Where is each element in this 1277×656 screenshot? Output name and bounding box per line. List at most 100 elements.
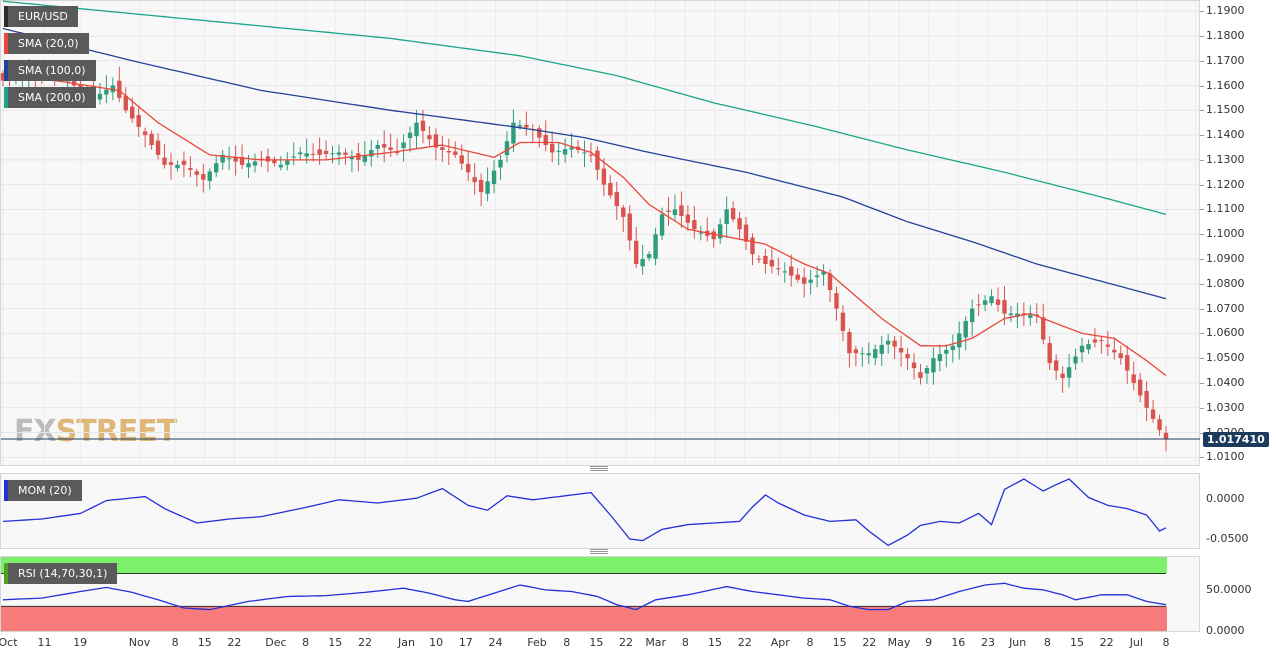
- candle: [769, 247, 775, 274]
- candle-body: [937, 354, 943, 361]
- candle-body: [918, 372, 923, 379]
- resize-handle-main[interactable]: [590, 466, 608, 471]
- momentum-panel[interactable]: [0, 473, 1200, 549]
- candle: [1041, 303, 1046, 345]
- rsi-label[interactable]: RSI (14,70,30,1): [4, 563, 118, 584]
- sma200-label[interactable]: SMA (200,0): [4, 87, 96, 108]
- sma200-line: [2, 0, 1167, 216]
- date-gridlines: [2, 1, 1197, 465]
- date-tick-label: Dec: [265, 636, 287, 649]
- candle: [375, 139, 380, 158]
- candle: [698, 225, 703, 241]
- candle: [440, 135, 445, 163]
- candle-body: [207, 171, 212, 182]
- candle-body: [369, 149, 374, 157]
- candle-body: [614, 192, 620, 207]
- candle: [782, 262, 787, 283]
- candle-body: [440, 147, 445, 150]
- candle-body: [627, 213, 632, 241]
- candle: [214, 155, 219, 177]
- candle: [155, 133, 161, 160]
- mom-label[interactable]: MOM (20): [4, 480, 82, 501]
- rsi-tick-label: 0.0000: [1206, 624, 1245, 637]
- candle-body: [336, 152, 342, 155]
- candle: [640, 244, 645, 275]
- candle-body: [633, 240, 639, 264]
- candle: [491, 159, 497, 194]
- rsi-axis: 50.0000 0.0000: [1200, 556, 1277, 636]
- candle-body: [898, 348, 904, 353]
- candle: [1066, 353, 1072, 388]
- candle-body: [646, 254, 652, 259]
- candle-body: [214, 163, 219, 173]
- candle: [472, 163, 477, 195]
- candle: [317, 137, 322, 165]
- candle-body: [905, 354, 910, 359]
- candle-body: [1002, 300, 1007, 314]
- candle: [750, 233, 755, 266]
- candle: [1118, 345, 1123, 365]
- price-tick-mark: [1200, 209, 1204, 211]
- candle-body: [1073, 356, 1078, 364]
- candle-body: [349, 157, 355, 160]
- candle-body: [466, 163, 471, 173]
- candle-body: [931, 358, 936, 373]
- candle-body: [1041, 317, 1046, 340]
- price-tick-mark: [1200, 159, 1204, 161]
- date-tick-label: 23: [980, 636, 995, 649]
- price-tick-label: 1.1900: [1206, 4, 1245, 18]
- price-chart-panel[interactable]: [0, 0, 1200, 466]
- candle: [1157, 414, 1162, 436]
- mom-line: [2, 478, 1167, 547]
- candle-body: [640, 259, 645, 267]
- date-tick-label: 15: [589, 636, 604, 649]
- candle-body: [795, 274, 800, 280]
- price-tick-mark: [1200, 333, 1204, 335]
- candle-body: [821, 271, 826, 275]
- candle: [711, 228, 716, 248]
- candle-body: [285, 160, 290, 165]
- candle: [117, 66, 122, 103]
- price-tick-label: 1.0900: [1206, 252, 1245, 266]
- sma20-label[interactable]: SMA (20,0): [4, 33, 89, 54]
- candle-body: [1150, 409, 1156, 419]
- price-tick-mark: [1200, 358, 1204, 360]
- candle-body: [1079, 345, 1085, 353]
- date-tick-label: 22: [737, 636, 752, 649]
- candle: [834, 286, 839, 321]
- candle: [446, 138, 452, 166]
- date-tick-label: 15: [708, 636, 723, 649]
- candle-body: [446, 150, 452, 153]
- candle-body: [291, 156, 296, 158]
- candle: [401, 134, 406, 162]
- price-tick-mark: [1200, 259, 1204, 261]
- price-tick-label: 1.1300: [1206, 152, 1245, 166]
- price-tick-label: 1.0800: [1206, 276, 1245, 290]
- candle-body: [543, 134, 548, 146]
- candle-body: [679, 205, 684, 217]
- candle-body: [1066, 367, 1072, 378]
- price-gridlines: [1, 10, 1199, 458]
- candle-body: [517, 125, 523, 127]
- candle-body: [201, 174, 206, 180]
- candle: [1144, 381, 1149, 422]
- pair-label[interactable]: EUR/USD: [4, 6, 78, 27]
- current-price-badge: 1.017410: [1203, 431, 1269, 447]
- candle: [175, 160, 180, 172]
- candle-body: [666, 210, 671, 212]
- candle: [1034, 303, 1039, 324]
- date-tick-label: 15: [1069, 636, 1084, 649]
- candle-body: [769, 259, 775, 267]
- candle-body: [401, 142, 406, 149]
- candle-body: [194, 171, 200, 175]
- candle-body: [1131, 374, 1136, 383]
- candle: [194, 168, 200, 187]
- sma100-label[interactable]: SMA (100,0): [4, 60, 96, 81]
- date-tick-label: 8: [302, 636, 310, 649]
- candle: [730, 201, 736, 223]
- candle-body: [0, 73, 6, 81]
- candle-body: [730, 208, 736, 220]
- candle-body: [1163, 432, 1169, 439]
- resize-handle-mom[interactable]: [590, 549, 608, 554]
